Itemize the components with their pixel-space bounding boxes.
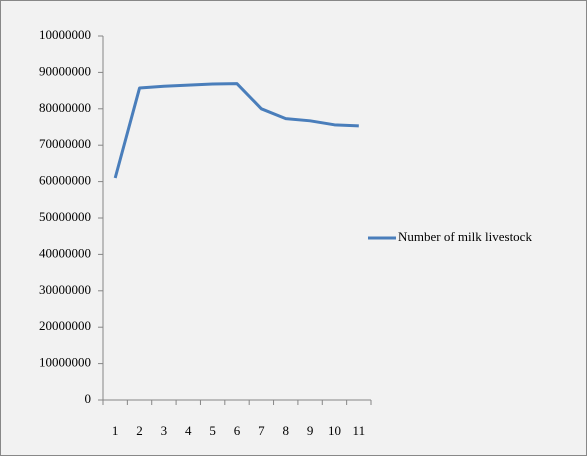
y-tick-label: 30000000 (39, 282, 91, 297)
y-tick-label: 80000000 (39, 100, 91, 115)
x-tick-label: 2 (136, 423, 143, 438)
series-line (113, 82, 359, 179)
x-tick-label: 1 (112, 423, 119, 438)
x-tick-label: 9 (307, 423, 314, 438)
x-tick-label: 11 (353, 423, 366, 438)
x-tick-label: 3 (161, 423, 168, 438)
legend-label: Number of milk livestock (398, 229, 532, 244)
y-tick-label: 90000000 (39, 63, 91, 78)
y-tick-label: 50000000 (39, 209, 91, 224)
x-tick-label: 6 (234, 423, 241, 438)
x-tick-label: 7 (258, 423, 265, 438)
x-tick-label: 10 (328, 423, 341, 438)
x-tick-label: 4 (185, 423, 192, 438)
y-tick-label: 70000000 (39, 136, 91, 151)
y-tick-label: 40000000 (39, 245, 91, 260)
y-tick-label: 20000000 (39, 318, 91, 333)
x-tick-label: 8 (282, 423, 289, 438)
y-tick-label: 60000000 (39, 173, 91, 188)
y-tick-label: 10000000 (39, 27, 91, 42)
y-tick-label: 0 (85, 391, 92, 406)
x-tick-label: 5 (209, 423, 216, 438)
y-tick-label: 10000000 (39, 355, 91, 370)
